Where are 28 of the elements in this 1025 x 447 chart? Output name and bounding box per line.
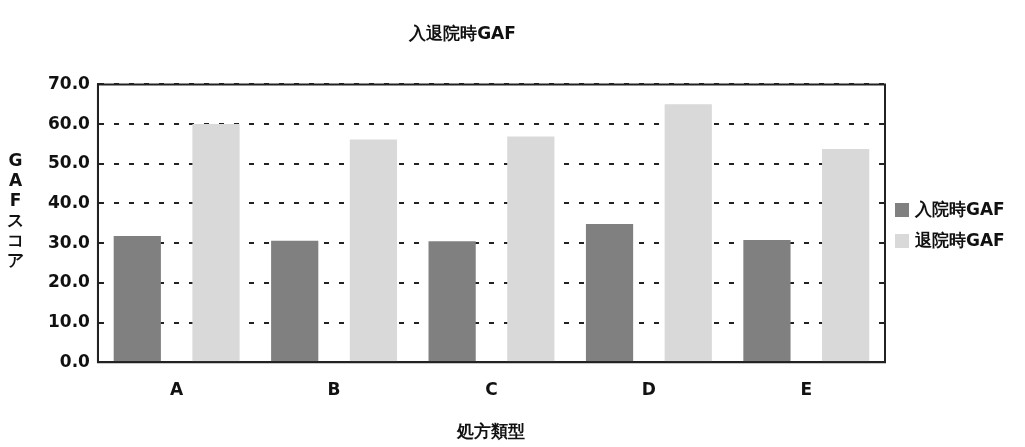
x-tick-label: E [800, 378, 813, 399]
bar [428, 241, 476, 362]
y-tick-label: 50.0 [47, 152, 91, 173]
x-tick-label: C [485, 378, 498, 399]
legend-label: 入院時GAF [915, 198, 1005, 221]
y-tick-label: 60.0 [47, 112, 91, 133]
bar [192, 124, 240, 362]
bar [585, 224, 634, 362]
y-tick-label: 40.0 [47, 191, 91, 212]
chart-title: 入退院時GAF [408, 22, 516, 43]
x-tick-label: B [327, 378, 341, 399]
bar [743, 239, 791, 362]
bar [664, 104, 712, 362]
bar [271, 240, 319, 362]
x-tick-label: D [641, 378, 656, 399]
legend-label: 退院時GAF [915, 229, 1005, 252]
y-tick-label: 70.0 [47, 72, 91, 93]
bar [349, 139, 398, 362]
y-tick-label: 20.0 [47, 271, 91, 292]
bar [113, 236, 161, 362]
x-axis-title: 処方類型 [456, 421, 526, 442]
y-tick-label: 0.0 [59, 350, 91, 371]
y-axis-title: GAFスコア [6, 150, 25, 270]
bar [507, 136, 555, 362]
x-tick-label: A [170, 378, 185, 399]
y-tick-label: 30.0 [47, 231, 91, 252]
y-tick-label: 10.0 [47, 310, 91, 331]
bar [822, 149, 870, 362]
